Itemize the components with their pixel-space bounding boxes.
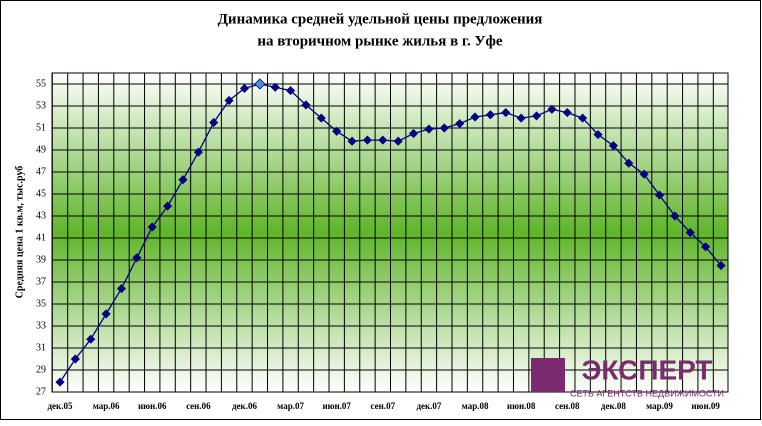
data-point (578, 113, 588, 123)
data-point (86, 334, 96, 344)
data-point (116, 284, 127, 294)
logo: ЭКСПЕРТ СЕТЬ АГЕНТСТВ НЕДВИЖИМОСТИ (531, 354, 724, 398)
data-point (178, 175, 188, 185)
data-point (408, 128, 419, 139)
y-tick-label: 53 (36, 100, 46, 111)
data-point (254, 78, 266, 90)
y-tick-label: 45 (36, 188, 46, 199)
y-tick-label: 27 (36, 386, 46, 397)
data-point (163, 201, 173, 211)
x-tick-label: июн.07 (322, 401, 351, 411)
x-tick-label: сен.08 (555, 401, 580, 411)
data-point (209, 117, 219, 128)
data-point (670, 211, 680, 221)
x-tick-label: июн.06 (138, 401, 167, 411)
data-point (286, 86, 296, 96)
data-point (70, 354, 80, 364)
data-point (531, 111, 542, 121)
data-point (501, 108, 511, 118)
data-point (393, 136, 403, 146)
y-tick-label: 31 (36, 342, 46, 353)
data-point (55, 377, 65, 387)
data-point (485, 110, 495, 120)
y-tick-label: 37 (36, 276, 46, 287)
chart-subtitle: на вторичном рынке жилья в г. Уфе (257, 33, 503, 49)
data-point (701, 242, 711, 252)
logo-name: ЭКСПЕРТ (581, 354, 712, 385)
data-point (654, 190, 665, 200)
data-point (608, 141, 618, 151)
data-point (301, 100, 311, 110)
data-point (239, 83, 250, 93)
data-point (332, 126, 342, 136)
data-point (378, 135, 388, 145)
data-point (547, 104, 557, 114)
x-tick-label: сен.06 (186, 401, 211, 411)
data-point (470, 112, 480, 122)
y-tick-label: 35 (36, 298, 46, 309)
data-point (439, 123, 449, 133)
y-tick-label: 29 (36, 364, 46, 375)
x-tick-label: сен.07 (371, 401, 396, 411)
x-tick-label: июн.09 (691, 401, 720, 411)
x-tick-label: дек.08 (601, 401, 626, 411)
data-point (624, 158, 634, 168)
logo-icon (531, 358, 565, 392)
y-tick-label: 49 (36, 144, 46, 155)
data-point (562, 108, 572, 118)
x-tick-label: дек.06 (232, 401, 257, 411)
data-point (593, 130, 603, 140)
data-point (424, 124, 434, 134)
data-point (362, 135, 373, 145)
data-point (347, 136, 357, 146)
y-tick-label: 55 (36, 78, 46, 89)
data-point (147, 222, 157, 232)
x-tick-label: мар.09 (646, 401, 673, 411)
x-tick-label: мар.06 (93, 401, 120, 411)
data-point (224, 95, 234, 106)
data-point (716, 260, 726, 271)
data-point (132, 253, 142, 263)
y-tick-label: 51 (36, 122, 46, 133)
data-point (455, 119, 465, 129)
logo-tagline: СЕТЬ АГЕНТСТВ НЕДВИЖИМОСТИ (570, 388, 724, 398)
data-point (316, 113, 326, 123)
plot-border (51, 72, 729, 393)
data-point (101, 309, 111, 319)
data-point (516, 113, 526, 123)
data-point (639, 169, 649, 179)
x-tick-label: дек.05 (48, 401, 73, 411)
x-tick-label: дек.07 (416, 401, 441, 411)
y-tick-label: 43 (36, 210, 46, 221)
data-point (685, 227, 695, 238)
y-tick-label: 39 (36, 254, 46, 265)
data-point (193, 147, 203, 157)
chart-title: Динамика средней удельной цены предложен… (218, 11, 543, 27)
x-tick-label: мар.08 (462, 401, 489, 411)
x-tick-label: июн.08 (507, 401, 536, 411)
x-tick-label: мар.07 (277, 401, 304, 411)
data-point (270, 82, 280, 92)
y-tick-label: 41 (36, 232, 46, 243)
y-tick-label: 47 (36, 166, 46, 177)
y-tick-label: 33 (36, 320, 46, 331)
y-axis-label: Средняя цена 1 кв.м, тыс.руб (14, 166, 25, 299)
